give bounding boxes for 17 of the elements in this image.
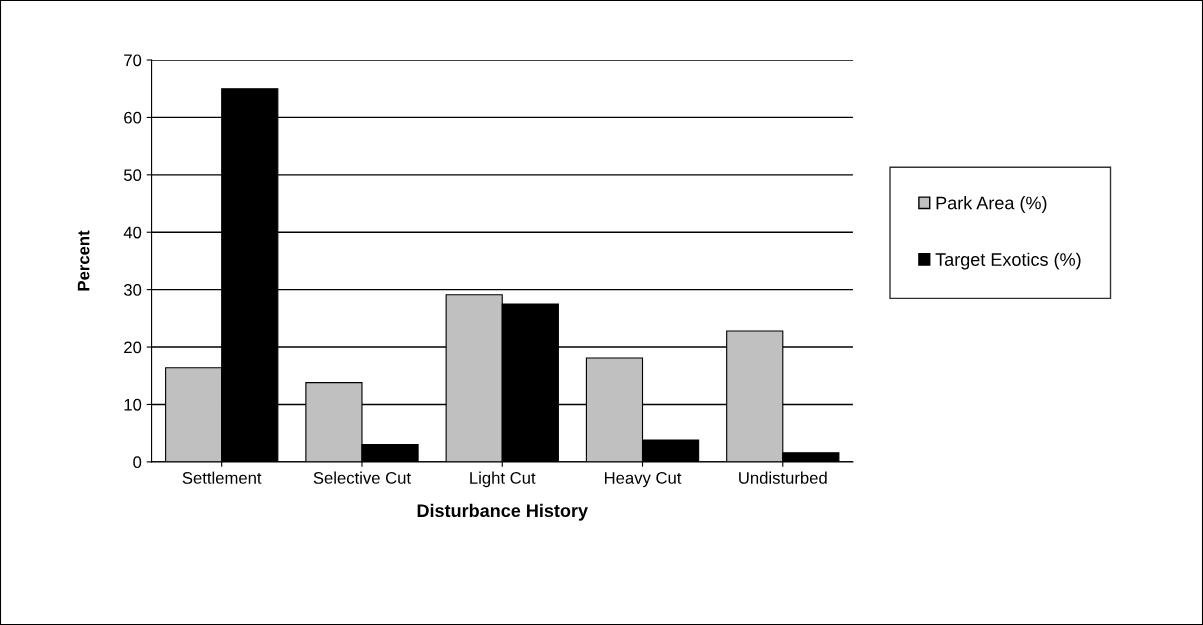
y-tick-label: 10 [124, 398, 142, 411]
y-axis-title: Percent [77, 230, 90, 291]
y-tick-label: 20 [124, 341, 142, 354]
x-tick-label: Settlement [182, 471, 262, 484]
legend-label: Target Exotics (%) [935, 252, 1081, 270]
y-tick-label: 30 [123, 284, 142, 296]
legend-label: Park Area (%) [936, 196, 1047, 213]
x-tick-label: Undisturbed [739, 471, 827, 484]
x-tick-label: Light Cut [470, 471, 536, 488]
y-tick-label: 60 [124, 111, 142, 124]
y-tick-label: 50 [123, 169, 142, 182]
x-axis-title: Disturbance History [417, 503, 588, 521]
x-tick-label: Heavy Cut [604, 472, 682, 488]
y-tick-label: 70 [124, 54, 142, 67]
y-tick-label: 0 [133, 456, 142, 469]
y-tick-label: 40 [123, 226, 142, 239]
x-tick-label: Selective Cut [313, 471, 411, 484]
